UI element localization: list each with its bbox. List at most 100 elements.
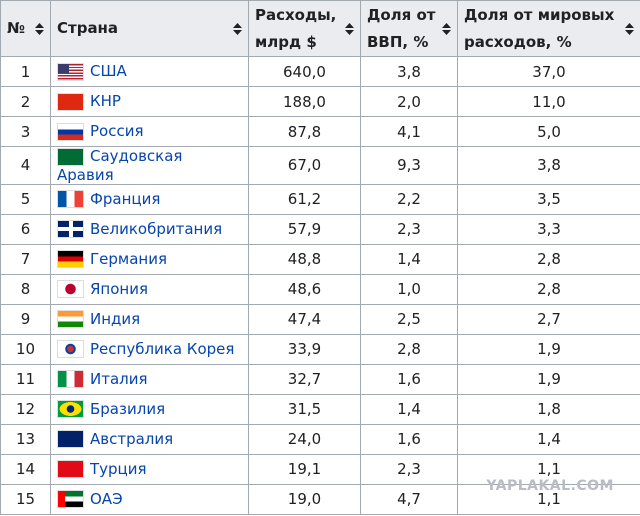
cell-text: 1,6 <box>397 430 421 448</box>
country-link[interactable]: Италия <box>90 369 148 388</box>
country-link[interactable]: Россия <box>90 122 144 141</box>
cell-text: 1,9 <box>537 340 561 358</box>
flag-canton <box>58 63 69 73</box>
cell: Саудовская Аравия <box>50 146 249 185</box>
cell-text: 13 <box>15 430 36 448</box>
cell-text: 47,4 <box>287 310 322 328</box>
cell-text: 48,6 <box>287 280 322 298</box>
table-row: 7 Германия 48,8 1,4 2,8 <box>0 243 640 275</box>
cell: 9,3 <box>360 146 458 185</box>
sort-icon <box>233 22 242 35</box>
cell-text: 67,0 <box>287 156 322 175</box>
cell: 2,0 <box>360 86 458 117</box>
cell-text: 9 <box>20 310 31 328</box>
table-row: 13 Австралия 24,0 1,6 1,4 <box>0 423 640 455</box>
cell: Австралия <box>50 423 249 455</box>
column-header[interactable]: № <box>0 0 51 57</box>
table-row: 4 Саудовская Аравия 67,0 9,3 3,8 <box>0 146 640 185</box>
cell: США <box>50 56 249 87</box>
header-text: Доля от ВВП, % <box>367 5 436 51</box>
cell: 2,5 <box>360 303 458 335</box>
flag <box>57 220 84 239</box>
cell-text: 1,4 <box>537 430 561 448</box>
cell-text: 9,3 <box>397 156 421 175</box>
table-row: 3 Россия 87,8 4,1 5,0 <box>0 116 640 147</box>
cell: 1,4 <box>360 393 458 425</box>
table-row: 12 Бразилия 31,5 1,4 1,8 <box>0 393 640 425</box>
cell: 10 <box>0 333 51 365</box>
cell: ОАЭ <box>50 483 249 515</box>
sort-icon <box>625 22 634 35</box>
flag <box>57 370 84 389</box>
cell: 12 <box>0 393 51 425</box>
table-row: 8 Япония 48,6 1,0 2,8 <box>0 273 640 305</box>
cell: 13 <box>0 423 51 455</box>
header-row: № Страна Расходы, млрд $ Доля от ВВП, % Доля… <box>0 0 640 57</box>
country-link[interactable]: ОАЭ <box>90 489 123 508</box>
column-header[interactable]: Доля от ВВП, % <box>360 0 458 57</box>
cell-text: 1,1 <box>537 490 561 508</box>
cell-text: 11 <box>15 370 36 388</box>
cell-text: 15 <box>15 490 36 508</box>
cell-text: 37,0 <box>532 62 566 81</box>
cell: 11,0 <box>457 86 640 117</box>
cell-text: 32,7 <box>287 370 322 388</box>
country-link[interactable]: США <box>90 62 127 81</box>
cell-text: 19,0 <box>287 490 322 508</box>
cell-text: 1,8 <box>537 400 561 418</box>
column-header[interactable]: Доля от мировых расходов, % <box>457 0 640 57</box>
sort-icon <box>35 22 44 35</box>
cell: 5 <box>0 183 51 215</box>
country-link[interactable]: Австралия <box>90 429 174 448</box>
cell: Великобритания <box>50 213 249 245</box>
cell-text: 31,5 <box>287 400 322 418</box>
country-link[interactable]: Великобритания <box>90 219 223 238</box>
header-text: Расходы, млрд $ <box>255 5 337 51</box>
cell: 37,0 <box>457 56 640 87</box>
cell-text: 4,1 <box>397 122 421 141</box>
country-link[interactable]: Бразилия <box>90 399 166 418</box>
table-row: 9 Индия 47,4 2,5 2,7 <box>0 303 640 335</box>
cell-text: 2,3 <box>397 220 421 238</box>
cell: 1 <box>0 56 51 87</box>
table-row: 11 Италия 32,7 1,6 1,9 <box>0 363 640 395</box>
cell-text: 2,8 <box>537 280 561 298</box>
header-text: Страна <box>57 19 119 37</box>
cell: Италия <box>50 363 249 395</box>
cell: 9 <box>0 303 51 335</box>
cell-text: 1,1 <box>537 460 561 478</box>
cell: 67,0 <box>248 146 361 185</box>
cell-text: 33,9 <box>287 340 322 358</box>
cell: 31,5 <box>248 393 361 425</box>
cell: 2,8 <box>457 273 640 305</box>
cell: 11 <box>0 363 51 395</box>
cell: 47,4 <box>248 303 361 335</box>
column-header[interactable]: Страна <box>50 0 249 57</box>
country-link[interactable]: Франция <box>90 189 161 208</box>
cell-text: 1 <box>20 62 31 81</box>
cell: 188,0 <box>248 86 361 117</box>
country-link[interactable]: Индия <box>90 309 141 328</box>
country-link[interactable]: Япония <box>90 279 148 298</box>
column-header[interactable]: Расходы, млрд $ <box>248 0 361 57</box>
flag <box>57 280 84 299</box>
cell: 1,4 <box>360 243 458 275</box>
country-link[interactable]: Республика Корея <box>90 339 235 358</box>
cell: 2,8 <box>360 333 458 365</box>
table-row: 10 Республика Корея 33,9 2,8 1,9 <box>0 333 640 365</box>
cell: 4,1 <box>360 116 458 147</box>
cell-text: 48,8 <box>287 250 322 268</box>
cell-text: 3 <box>20 122 31 141</box>
cell-text: 1,4 <box>397 250 421 268</box>
cell: 32,7 <box>248 363 361 395</box>
cell: 14 <box>0 453 51 485</box>
country-link[interactable]: Германия <box>90 249 167 268</box>
country-link[interactable]: КНР <box>90 92 121 111</box>
table-row: 15 ОАЭ 19,0 4,7 1,1 <box>0 483 640 515</box>
cell: 2,2 <box>360 183 458 215</box>
cell-text: 6 <box>20 220 31 238</box>
country-link[interactable]: Саудовская Аравия <box>57 147 183 184</box>
flag <box>57 430 84 449</box>
country-link[interactable]: Турция <box>90 459 147 478</box>
